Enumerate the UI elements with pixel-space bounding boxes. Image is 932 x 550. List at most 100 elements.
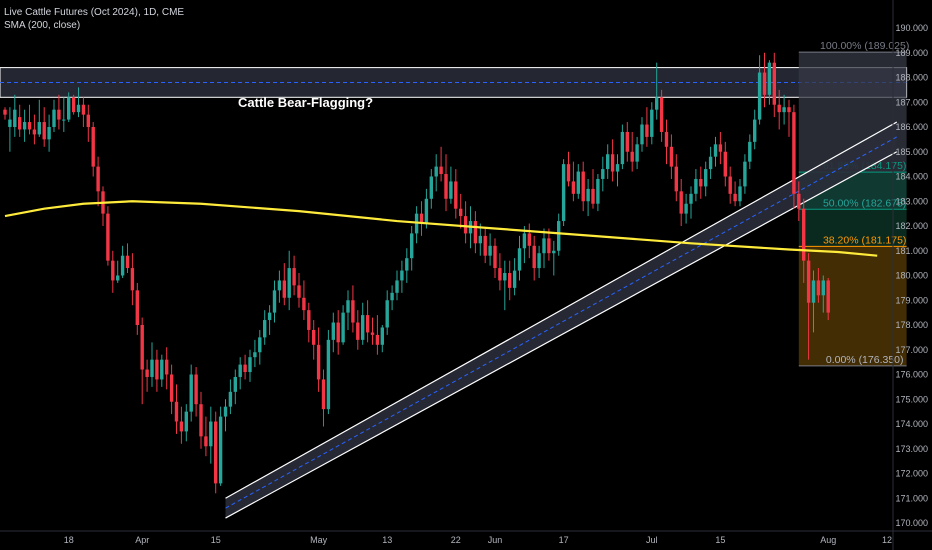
candle-body[interactable] bbox=[576, 171, 580, 194]
candle-body[interactable] bbox=[405, 258, 409, 271]
candle-body[interactable] bbox=[189, 374, 193, 412]
candle-body[interactable] bbox=[606, 154, 610, 170]
candle-body[interactable] bbox=[806, 260, 811, 303]
candle-body[interactable] bbox=[233, 376, 237, 392]
candle-body[interactable] bbox=[3, 109, 7, 115]
candle-body[interactable] bbox=[302, 297, 306, 311]
candle-body[interactable] bbox=[650, 109, 654, 137]
candle-body[interactable] bbox=[120, 255, 125, 276]
candle-body[interactable] bbox=[22, 122, 27, 130]
candle-body[interactable] bbox=[194, 374, 198, 405]
candle-body[interactable] bbox=[165, 359, 169, 375]
candle-body[interactable] bbox=[184, 411, 188, 432]
candle-body[interactable] bbox=[802, 208, 806, 261]
candle-body[interactable] bbox=[214, 421, 218, 484]
candle-body[interactable] bbox=[797, 193, 801, 209]
candle-body[interactable] bbox=[199, 404, 203, 437]
candle-body[interactable] bbox=[811, 280, 816, 303]
candle-body[interactable] bbox=[640, 124, 644, 145]
candle-body[interactable] bbox=[267, 312, 272, 321]
candle-body[interactable] bbox=[748, 141, 752, 162]
candle-body[interactable] bbox=[410, 233, 414, 259]
candle-body[interactable] bbox=[62, 119, 66, 121]
candle-body[interactable] bbox=[503, 273, 507, 281]
candle-body[interactable] bbox=[150, 359, 154, 377]
candle-body[interactable] bbox=[57, 109, 61, 120]
candle-body[interactable] bbox=[615, 164, 620, 172]
candle-body[interactable] bbox=[42, 122, 46, 140]
candle-body[interactable] bbox=[218, 416, 223, 484]
candle-body[interactable] bbox=[659, 97, 664, 132]
candle-body[interactable] bbox=[424, 198, 429, 224]
candle-body[interactable] bbox=[258, 337, 262, 353]
candle-body[interactable] bbox=[243, 364, 247, 373]
candle-body[interactable] bbox=[395, 280, 399, 293]
candle-body[interactable] bbox=[209, 421, 213, 447]
candle-body[interactable] bbox=[635, 144, 639, 162]
candle-body[interactable] bbox=[52, 109, 56, 127]
candle-body[interactable] bbox=[792, 112, 796, 194]
candle-body[interactable] bbox=[689, 193, 693, 204]
candle-body[interactable] bbox=[140, 325, 144, 370]
candle-body[interactable] bbox=[753, 119, 757, 142]
candle-body[interactable] bbox=[390, 292, 394, 301]
candle-body[interactable] bbox=[454, 181, 458, 209]
candle-body[interactable] bbox=[145, 369, 149, 377]
candle-body[interactable] bbox=[228, 391, 233, 407]
candle-body[interactable] bbox=[787, 107, 791, 113]
candle-body[interactable] bbox=[625, 131, 629, 152]
candle-body[interactable] bbox=[704, 169, 708, 187]
candle-body[interactable] bbox=[473, 221, 478, 244]
candle-body[interactable] bbox=[125, 255, 130, 269]
candle-body[interactable] bbox=[37, 122, 41, 135]
candle-body[interactable] bbox=[591, 188, 595, 204]
candle-body[interactable] bbox=[517, 248, 522, 271]
candle-body[interactable] bbox=[419, 213, 424, 224]
candle-body[interactable] bbox=[130, 268, 135, 291]
candle-body[interactable] bbox=[630, 151, 634, 162]
candle-body[interactable] bbox=[684, 203, 688, 214]
candle-body[interactable] bbox=[512, 270, 517, 288]
candle-body[interactable] bbox=[547, 238, 551, 254]
candle-body[interactable] bbox=[179, 421, 184, 432]
candle-body[interactable] bbox=[718, 144, 723, 152]
candle-body[interactable] bbox=[772, 62, 776, 105]
candle-body[interactable] bbox=[341, 312, 345, 343]
candle-body[interactable] bbox=[13, 109, 17, 127]
candle-body[interactable] bbox=[361, 315, 365, 340]
candle-body[interactable] bbox=[743, 161, 747, 187]
candle-body[interactable] bbox=[498, 268, 502, 281]
candle-body[interactable] bbox=[71, 97, 76, 113]
candle-body[interactable] bbox=[47, 127, 51, 140]
candle-body[interactable] bbox=[522, 233, 527, 249]
candle-body[interactable] bbox=[699, 178, 703, 187]
candle-body[interactable] bbox=[111, 260, 115, 281]
candle-body[interactable] bbox=[292, 268, 296, 286]
candle-body[interactable] bbox=[459, 208, 463, 217]
candle-body[interactable] bbox=[449, 181, 453, 199]
candle-body[interactable] bbox=[380, 327, 384, 345]
candle-body[interactable] bbox=[557, 221, 561, 251]
candle-body[interactable] bbox=[571, 181, 576, 194]
candle-body[interactable] bbox=[282, 280, 286, 298]
candle-body[interactable] bbox=[674, 166, 678, 192]
candle-body[interactable] bbox=[370, 332, 375, 335]
candle-body[interactable] bbox=[552, 250, 556, 254]
candle-body[interactable] bbox=[581, 171, 585, 202]
candle-body[interactable] bbox=[728, 176, 732, 194]
candle-body[interactable] bbox=[356, 322, 360, 340]
candle-body[interactable] bbox=[782, 107, 786, 113]
candle-body[interactable] bbox=[346, 300, 350, 313]
candle-body[interactable] bbox=[669, 146, 674, 167]
resistance-zone[interactable] bbox=[0, 67, 908, 98]
candle-body[interactable] bbox=[816, 280, 821, 296]
candle-body[interactable] bbox=[733, 193, 737, 202]
candle-body[interactable] bbox=[351, 300, 355, 323]
channel-upper-line[interactable] bbox=[225, 121, 898, 499]
candle-body[interactable] bbox=[307, 310, 311, 330]
candle-body[interactable] bbox=[297, 285, 301, 298]
candle-body[interactable] bbox=[365, 315, 370, 333]
candle-body[interactable] bbox=[248, 357, 252, 373]
candle-body[interactable] bbox=[738, 186, 742, 202]
